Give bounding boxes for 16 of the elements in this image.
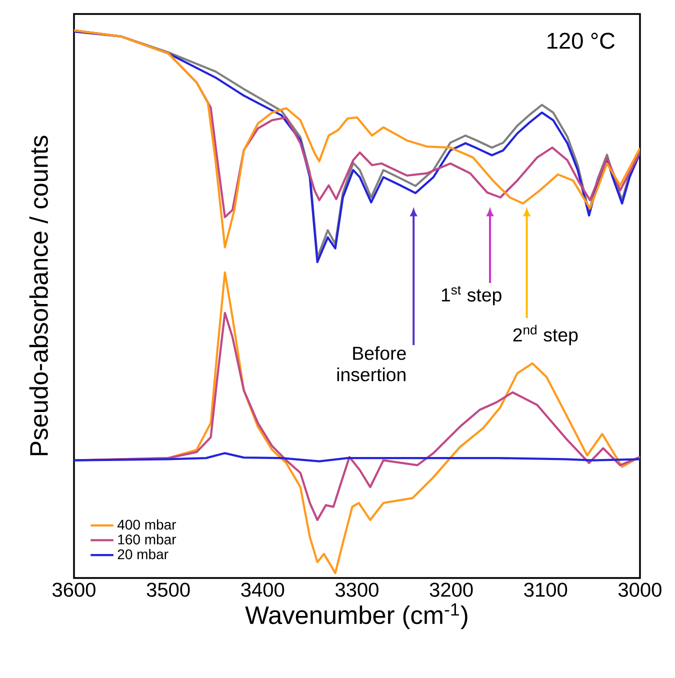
annotation: Before insertion (338, 346, 406, 382)
x-axis-title: Wavenumber (cm$^{-1}$) (245, 603, 468, 630)
annotation: 2$^{nd}$ step (514, 324, 578, 346)
annotation: 120 °C (548, 32, 615, 49)
legend-label: 20 mbar (118, 548, 168, 560)
x-tick-label: 3100 (524, 582, 568, 597)
legend-label: 160 mbar (118, 534, 176, 544)
legend-label: 400 mbar (118, 519, 176, 530)
x-tick-label: 3500 (147, 582, 190, 597)
x-tick-label: 3200 (430, 582, 473, 597)
annotation: 1$^{st}$ step (442, 286, 502, 306)
x-tick-label: 3300 (336, 582, 379, 597)
x-tick-label: 3000 (618, 582, 662, 597)
y-axis-title: Pseudo-absorbance / counts (30, 136, 48, 456)
x-tick-label: 3600 (52, 582, 96, 597)
x-tick-label: 3400 (241, 582, 284, 597)
